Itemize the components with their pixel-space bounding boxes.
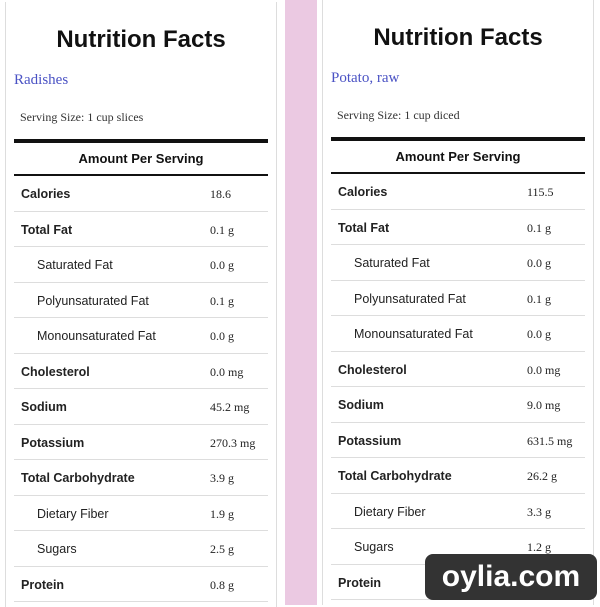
nutrient-label: Protein — [338, 575, 382, 590]
nutrient-label: Calories — [21, 187, 71, 201]
nutrient-value: 26.2 g — [527, 469, 557, 483]
rule-thin — [14, 174, 268, 176]
nutrient-row: Total Carbohydrate 3.9 g — [14, 460, 268, 496]
nutrient-value: 270.3 mg — [210, 435, 256, 450]
nutrient-row: Potassium 631.5 mg — [331, 423, 585, 458]
nutrient-value: 0.1 g — [527, 291, 551, 306]
nutrient-label: Potassium — [21, 435, 85, 450]
nutrient-label: Polyunsaturated Fat — [354, 291, 466, 306]
nutrient-label: Total Fat — [338, 220, 390, 235]
nutrient-row: Calories 18.6 — [14, 176, 268, 212]
nutrient-value: 0.0 g — [527, 256, 551, 270]
nutrient-value: 3.3 g — [527, 504, 551, 519]
nutrition-panel: Nutrition Facts Radishes Serving Size: 1 c… — [5, 2, 277, 607]
nutrient-row: Cholesterol 0.0 mg — [14, 354, 268, 389]
nutrient-value: 0.1 g — [210, 222, 234, 237]
nutrient-value: 1.2 g — [527, 540, 551, 554]
nutrient-row: Total Carbohydrate 26.2 g — [331, 458, 585, 494]
nutrient-label: Sodium — [21, 400, 67, 414]
nutrient-row: Sugars 2.5 g — [14, 531, 268, 567]
nutrient-row: Dietary Fiber 1.9 g — [14, 496, 268, 531]
nutrient-label: Dietary Fiber — [37, 506, 109, 521]
nutrient-label: Saturated Fat — [37, 258, 113, 272]
panel-title: Nutrition Facts — [373, 24, 543, 51]
nutrient-row: Polyunsaturated Fat 0.1 g — [14, 283, 268, 318]
nutrient-value: 0.1 g — [210, 293, 234, 308]
rule-thin — [331, 172, 585, 174]
nutrient-row: Calories 115.5 — [331, 174, 585, 210]
nutrient-value: 18.6 — [210, 187, 231, 201]
panel-title: Nutrition Facts — [56, 26, 226, 53]
nutrient-row: Monounsaturated Fat 0.0 g — [331, 316, 585, 352]
nutrient-row: Cholesterol 0.0 mg — [331, 352, 585, 387]
nutrient-label: Cholesterol — [21, 364, 90, 379]
nutrient-value: 115.5 — [527, 185, 554, 199]
nutrient-row: Protein 0.8 g — [14, 567, 268, 602]
nutrient-label: Polyunsaturated Fat — [37, 293, 149, 308]
food-name: Radishes — [14, 72, 69, 88]
nutrition-panel: Nutrition Facts Potato, raw Serving Size: … — [322, 0, 594, 605]
nutrient-row: Dietary Fiber 3.3 g — [331, 494, 585, 529]
nutrient-label: Cholesterol — [338, 362, 407, 377]
nutrient-value: 631.5 mg — [527, 433, 573, 448]
nutrient-label: Protein — [21, 577, 65, 592]
nutrient-value: 0.0 mg — [210, 364, 244, 379]
rule-thick — [331, 137, 585, 141]
nutrient-row: Polyunsaturated Fat 0.1 g — [331, 281, 585, 316]
amount-header: Amount Per Serving — [78, 151, 204, 166]
nutrient-value: 0.1 g — [527, 220, 551, 235]
nutrient-row: Potassium 270.3 mg — [14, 425, 268, 460]
nutrient-row: Sodium 9.0 mg — [331, 387, 585, 423]
nutrient-label: Sodium — [338, 398, 384, 412]
nutrient-row: Saturated Fat 0.0 g — [14, 247, 268, 283]
nutrient-label: Calories — [338, 185, 388, 199]
nutrient-row: Total Fat 0.1 g — [331, 210, 585, 245]
nutrient-row: Monounsaturated Fat 0.0 g — [14, 318, 268, 354]
nutrient-label: Potassium — [338, 433, 402, 448]
nutrient-value: 1.9 g — [210, 506, 234, 521]
nutrient-label: Monounsaturated Fat — [354, 327, 473, 341]
nutrient-label: Total Carbohydrate — [338, 469, 452, 483]
nutrient-label: Saturated Fat — [354, 256, 430, 270]
nutrient-row: Saturated Fat 0.0 g — [331, 245, 585, 281]
nutrient-value: 0.0 mg — [527, 362, 561, 377]
nutrient-label: Dietary Fiber — [354, 504, 426, 519]
nutrient-label: Sugars — [354, 540, 394, 554]
nutrient-label: Sugars — [37, 542, 77, 556]
nutrient-value: 0.0 g — [527, 327, 551, 341]
divider-strip — [285, 0, 317, 605]
food-name: Potato, raw — [331, 70, 400, 86]
nutrient-value: 3.9 g — [210, 471, 234, 485]
nutrient-value: 45.2 mg — [210, 400, 250, 414]
nutrient-value: 0.0 g — [210, 258, 234, 272]
nutrient-value: 2.5 g — [210, 542, 234, 556]
rule-thick — [14, 139, 268, 143]
nutrient-row: Total Fat 0.1 g — [14, 212, 268, 247]
nutrient-value: 0.0 g — [210, 329, 234, 343]
nutrient-label: Total Fat — [21, 222, 73, 237]
nutrient-label: Monounsaturated Fat — [37, 329, 156, 343]
watermark: oylia.com — [425, 554, 597, 600]
nutrient-row: Sodium 45.2 mg — [14, 389, 268, 425]
serving-size: Serving Size: 1 cup diced — [337, 108, 460, 122]
nutrient-value: 9.0 mg — [527, 398, 561, 412]
amount-header: Amount Per Serving — [395, 149, 521, 164]
serving-size: Serving Size: 1 cup slices — [20, 110, 144, 124]
nutrient-value: 0.8 g — [210, 577, 234, 592]
nutrient-label: Total Carbohydrate — [21, 471, 135, 485]
